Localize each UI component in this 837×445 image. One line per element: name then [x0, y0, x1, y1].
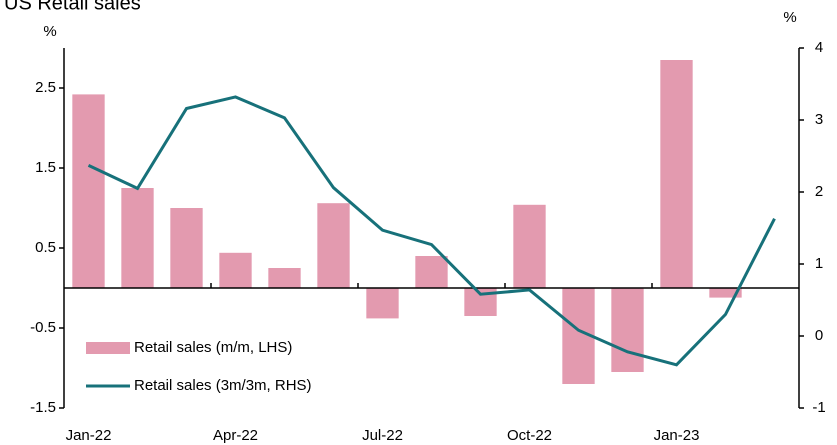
- bar: [611, 288, 644, 372]
- y2-unit: %: [783, 9, 796, 26]
- y2-tick-label: -1: [812, 399, 825, 416]
- y-unit: %: [43, 23, 56, 40]
- bar: [317, 203, 350, 288]
- bar: [660, 60, 693, 288]
- chart-title: US Retail sales: [4, 0, 141, 14]
- x-tick-label: Apr-22: [213, 427, 258, 444]
- line: [87, 95, 776, 367]
- x-tick-label: Jan-23: [654, 427, 700, 444]
- x-tick-label: Jan-22: [66, 427, 112, 444]
- bar: [121, 188, 154, 288]
- bar: [170, 208, 203, 288]
- y2-tick-label: 0: [815, 327, 823, 344]
- y2-tick-label: 3: [815, 111, 823, 128]
- legend-swatch: [86, 342, 130, 354]
- y-tick-label: 0.5: [35, 239, 56, 256]
- y-tick-label: -1.5: [30, 399, 56, 416]
- bar: [72, 94, 105, 289]
- y-tick-label: -0.5: [30, 319, 56, 336]
- x-tick-label: Jul-22: [362, 427, 403, 444]
- bar: [709, 288, 742, 298]
- bar: [268, 268, 301, 288]
- bar: [219, 252, 252, 288]
- bar: [415, 256, 448, 288]
- bar: [366, 288, 399, 319]
- y-tick-label: 2.5: [35, 79, 56, 96]
- y2-tick-label: 2: [815, 183, 823, 200]
- bar: [513, 204, 546, 288]
- x-tick-label: Oct-22: [507, 427, 552, 444]
- legend-label: Retail sales (3m/3m, RHS): [134, 377, 312, 394]
- legend-label: Retail sales (m/m, LHS): [134, 339, 292, 356]
- y2-tick-label: 1: [815, 255, 823, 272]
- y-tick-label: 1.5: [35, 159, 56, 176]
- y2-tick-label: 4: [815, 39, 823, 56]
